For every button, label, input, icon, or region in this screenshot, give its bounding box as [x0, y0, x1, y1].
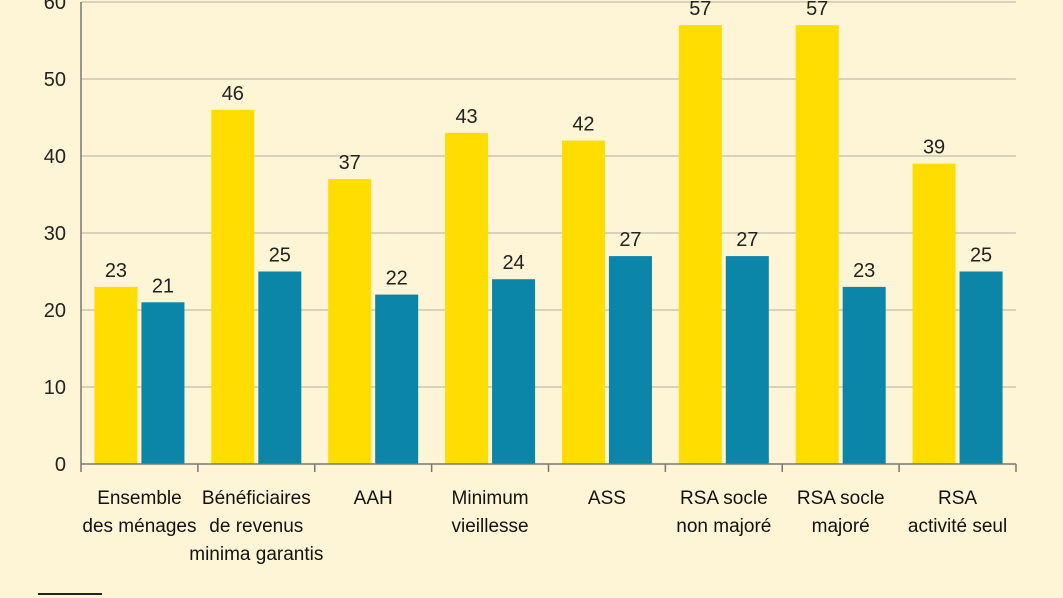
bar-series-2: [959, 271, 1003, 464]
bar-series-2: [258, 271, 302, 464]
bars: [94, 25, 1003, 465]
category-label: RSA socle: [680, 488, 768, 509]
data-label: 42: [572, 114, 594, 136]
data-label: 25: [269, 245, 291, 267]
data-label: 25: [970, 245, 992, 267]
bar-series-1: [211, 109, 255, 465]
category-label: majoré: [812, 516, 870, 537]
data-labels: 23 21 46 25 37 22 43 24 42 27 57 27 57 23 39 25: [105, 0, 992, 297]
category-label: des ménages: [82, 516, 196, 537]
category-labels: Ensemble des ménages Bénéficiaires de reven…: [82, 488, 1007, 565]
bar-series-2: [492, 279, 536, 464]
category-label: ASS: [588, 488, 626, 509]
bar-series-1: [678, 25, 722, 464]
category-label: minima garantis: [189, 544, 323, 565]
category-label: non majoré: [676, 516, 771, 537]
data-label: 27: [736, 229, 758, 251]
data-label: 37: [339, 152, 361, 174]
data-label: 27: [619, 229, 641, 251]
data-label: 24: [502, 252, 524, 274]
bar-series-1: [94, 286, 138, 464]
category-label: Ensemble: [97, 488, 182, 509]
y-tick-label: 30: [44, 223, 66, 245]
data-label: 39: [923, 137, 945, 159]
bar-series-2: [608, 256, 652, 464]
category-label: Bénéficiaires: [202, 488, 311, 509]
y-tick-label: 0: [55, 454, 66, 476]
y-tick-label: 10: [44, 377, 66, 399]
data-label: 23: [853, 260, 875, 282]
category-label: vieillesse: [452, 516, 529, 537]
data-label: 57: [689, 0, 711, 20]
data-label: 23: [105, 260, 127, 282]
category-label: RSA: [938, 488, 977, 509]
footer-rule: [38, 593, 102, 595]
category-label: activité seul: [908, 516, 1007, 537]
data-label: 57: [806, 0, 828, 20]
bar-series-1: [445, 132, 489, 464]
y-tick-label: 40: [44, 146, 66, 168]
category-label: AAH: [354, 488, 393, 509]
data-label: 22: [386, 268, 408, 290]
category-label: Minimum: [452, 488, 529, 509]
bar-series-2: [141, 302, 185, 464]
x-axis: [80, 2, 1017, 472]
category-label: de revenus: [209, 516, 303, 537]
bar-series-2: [375, 294, 419, 464]
bar-series-1: [328, 179, 372, 464]
bar-series-1: [795, 25, 839, 464]
data-label: 43: [455, 106, 477, 128]
y-axis-ticks: 0 10 20 30 40 50 60: [44, 0, 66, 476]
data-label: 46: [222, 83, 244, 105]
bar-series-1: [912, 163, 956, 464]
bar-series-2: [842, 286, 886, 464]
y-tick-label: 50: [44, 69, 66, 91]
bar-series-2: [725, 256, 769, 464]
bar-series-1: [561, 140, 605, 464]
y-tick-label: 20: [44, 300, 66, 322]
data-label: 21: [152, 275, 174, 297]
category-label: RSA socle: [797, 488, 885, 509]
y-tick-label: 60: [44, 0, 66, 14]
